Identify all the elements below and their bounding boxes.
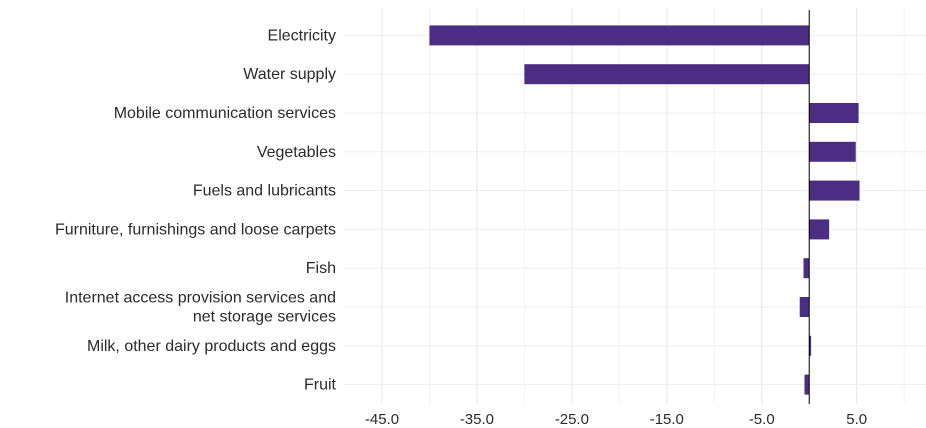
bar — [809, 141, 856, 162]
category-label: Furniture, furnishings and loose carpets — [55, 221, 336, 238]
x-tick-label: -15.0 — [650, 411, 684, 428]
bar — [524, 64, 810, 85]
category-label: Electricity — [268, 27, 336, 44]
bar — [803, 258, 810, 279]
bar — [809, 103, 859, 123]
category-label: Mobile communication services — [114, 105, 336, 122]
category-labels: Electricity Water supply Mobile communicat… — [55, 27, 337, 393]
category-label: Water supply — [243, 66, 336, 83]
bars — [429, 25, 860, 395]
category-label: net storage services — [193, 309, 336, 326]
x-tick-labels: -45.0 -35.0 -25.0 -15.0 -5.0 5.0 — [365, 411, 867, 428]
x-tick-label: -5.0 — [749, 411, 775, 428]
category-label: Fruit — [304, 377, 337, 394]
category-label: Milk, other dairy products and eggs — [87, 338, 336, 355]
bar — [804, 374, 810, 395]
x-tick-label: 5.0 — [846, 411, 867, 428]
bar — [429, 25, 810, 46]
category-label: Vegetables — [257, 144, 336, 161]
category-label: Fish — [306, 260, 336, 277]
category-label: Internet access provision services and — [65, 290, 336, 307]
x-tick-label: -25.0 — [555, 411, 589, 428]
bar — [809, 219, 830, 240]
x-tick-label: -35.0 — [460, 411, 494, 428]
bar — [809, 180, 860, 201]
category-label: Fuels and lubricants — [193, 183, 336, 200]
x-tick-label: -45.0 — [365, 411, 399, 428]
bar — [799, 297, 810, 317]
bar — [809, 335, 812, 356]
